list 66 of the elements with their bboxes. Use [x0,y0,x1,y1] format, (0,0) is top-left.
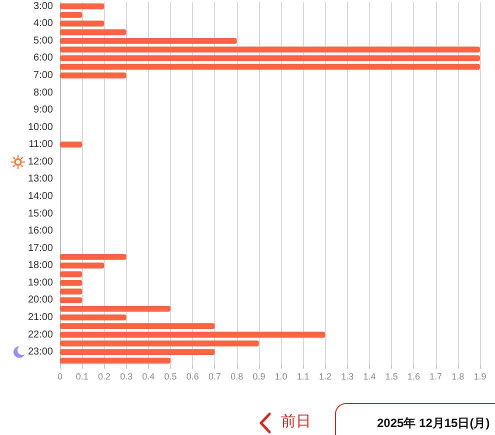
text: 前日 [281,413,311,431]
x-tick-label: 0.5 [164,372,177,382]
bar [60,3,104,10]
y-tick-label: 8:00 [34,87,54,98]
x-tick-label: 0.7 [208,372,221,382]
x-tick-label: 1.9 [474,372,486,382]
x-tick-label: 0.8 [230,372,244,382]
bar [60,20,104,27]
y-tick-label: 3:00 [34,0,54,12]
bar [60,64,480,70]
bar [60,38,237,44]
y-tick-label: 20:00 [28,294,54,306]
bar [60,332,326,338]
y-tick-label: 14:00 [28,190,54,202]
x-tick-label: 1.8 [452,372,464,382]
x-tick-label: 1.1 [296,372,310,382]
x-tick-label: 1.6 [407,372,420,382]
bar [60,29,126,36]
x-tick-label: 0.9 [252,372,266,382]
y-tick-label: 15:00 [28,208,54,220]
bar [60,314,126,320]
y-tick-label: 7:00 [34,70,54,81]
y-tick-label: 11:00 [28,139,54,150]
x-tick-label: 0.2 [98,372,110,382]
x-tick-label: 1.5 [385,372,398,382]
y-tick-label: 12:00 [28,156,54,168]
x-tick-label: 0.4 [142,372,155,382]
bar [60,271,82,278]
bar [60,323,215,330]
y-tick-label: 19:00 [28,277,54,288]
y-tick-label: 18:00 [28,260,54,272]
bar [60,340,259,346]
bar [60,72,126,78]
bar [60,12,82,18]
y-tick-label: 23:00 [28,346,54,358]
bar [60,358,171,364]
bar [60,142,82,148]
bar [60,349,215,355]
bar [60,280,82,286]
y-tick-label: 16:00 [28,226,54,237]
bar [60,46,480,52]
y-tick-label: 21:00 [28,312,54,323]
bar [60,297,82,304]
x-tick-label: 1.2 [319,372,332,382]
x-tick-label: 0.6 [186,372,199,382]
bar [60,262,104,269]
x-tick-label: 0 [57,372,63,382]
y-tick-label: 17:00 [28,242,54,254]
y-tick-label: 22:00 [28,329,54,340]
y-tick-label: 10:00 [28,122,54,133]
y-tick-label: 9:00 [34,104,54,116]
bar [60,254,126,260]
y-tick-label: 5:00 [34,35,54,46]
y-tick-label: 13:00 [28,174,54,185]
x-tick-label: 1.0 [274,372,288,382]
y-tick-label: 4:00 [34,18,54,30]
x-tick-label: 0.1 [76,372,88,382]
bar [60,288,82,294]
bar [60,55,480,62]
x-tick-label: 1.4 [363,372,376,382]
text: 2025年 12月15日(月) [377,416,490,430]
x-tick-label: 1.3 [341,372,354,382]
x-tick-label: 1.7 [430,372,442,382]
bar [60,306,171,312]
y-tick-label: 6:00 [34,52,54,64]
x-tick-label: 0.3 [120,372,133,382]
